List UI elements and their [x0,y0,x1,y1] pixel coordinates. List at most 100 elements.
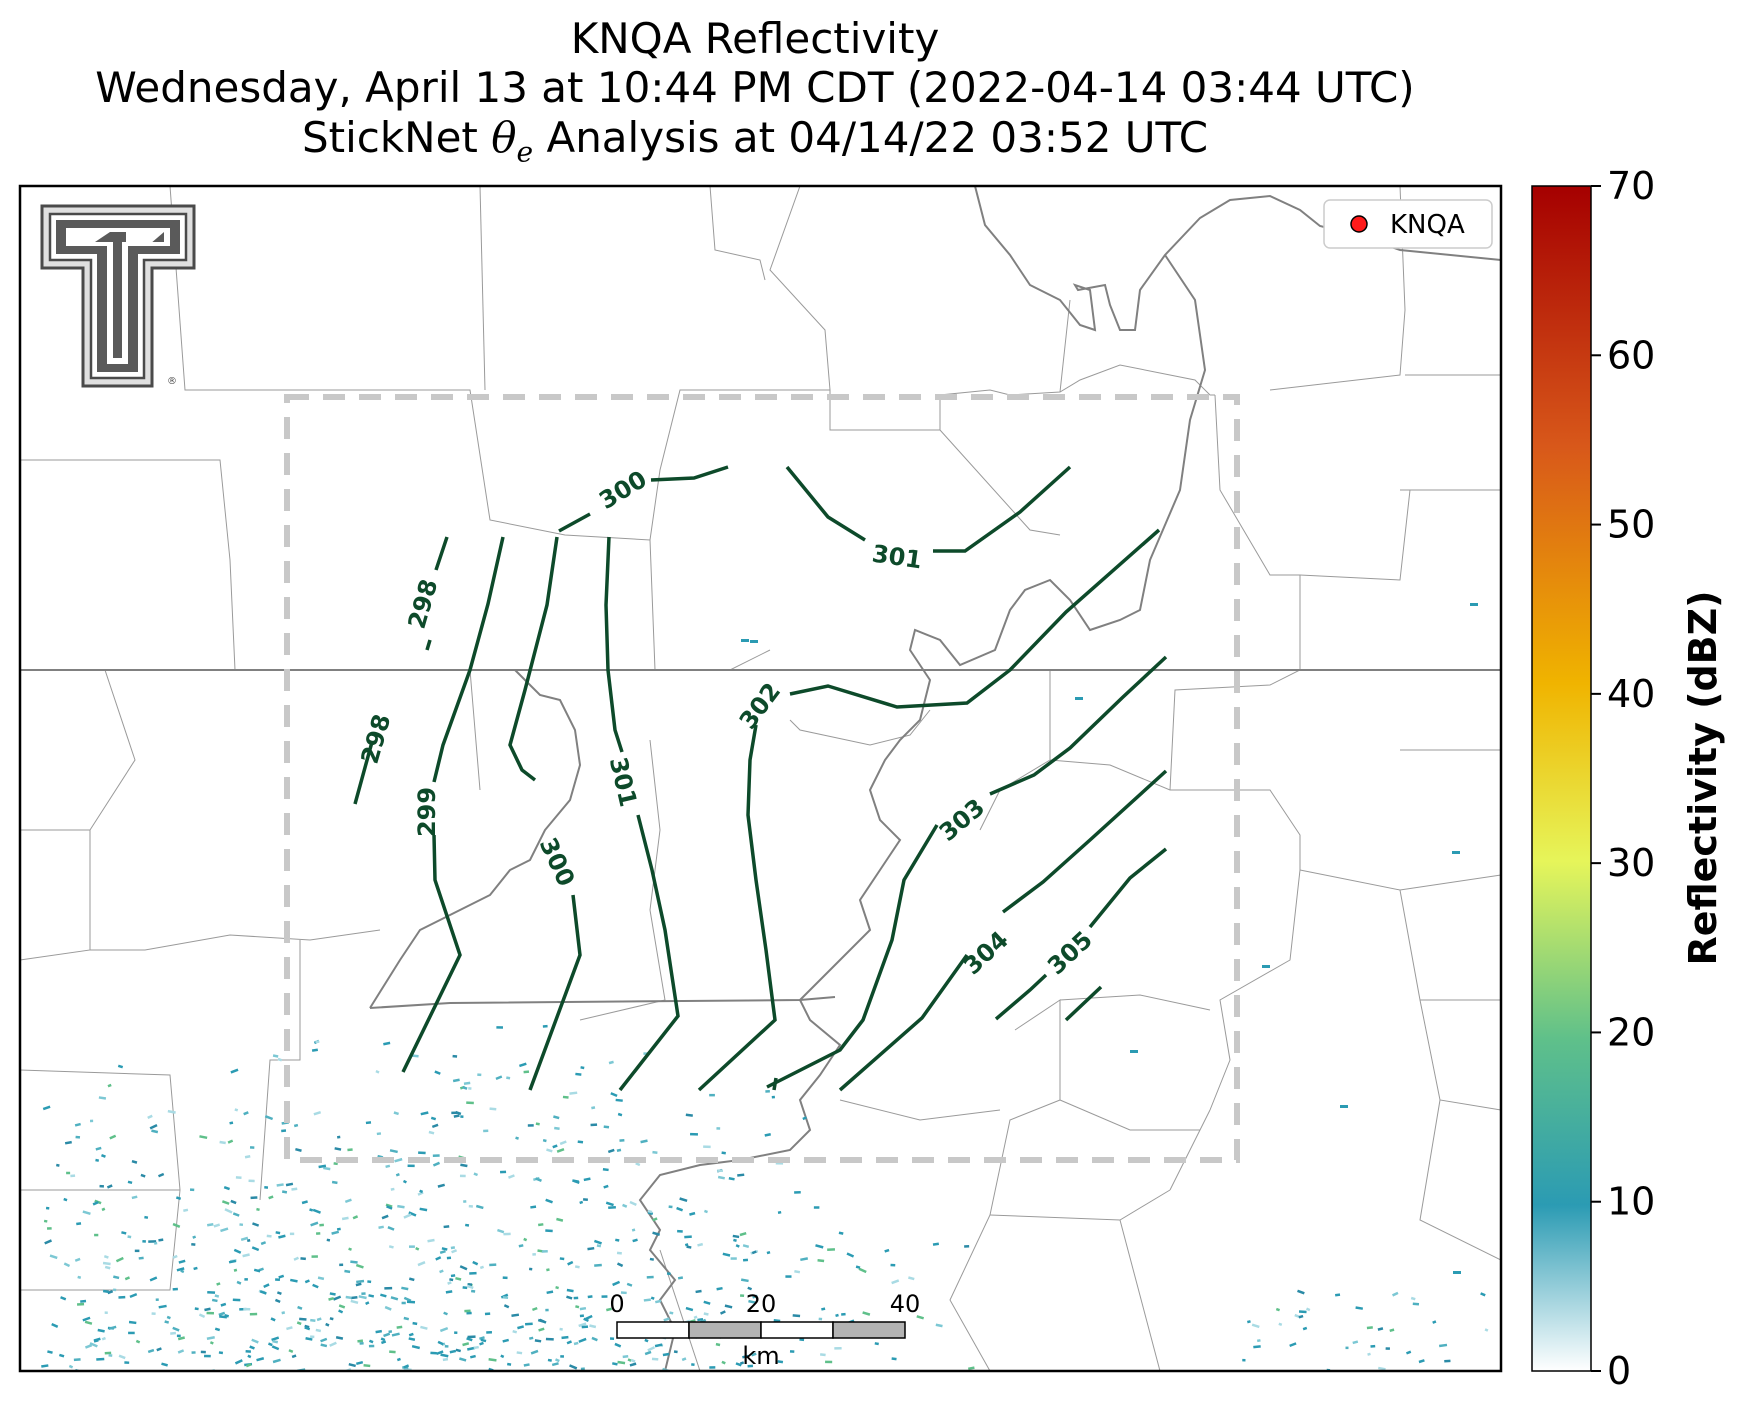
echo-pixel [281,1311,286,1315]
echo-pixel [583,1317,589,1322]
echo-pixel [177,1349,185,1354]
echo-pixel [409,1245,415,1248]
echo-pixel [555,1286,559,1290]
colorbar-gradient [1531,185,1592,1372]
legend-marker [1350,215,1368,233]
echo-pixel [654,1343,663,1348]
echo-pixel [245,1363,252,1368]
echo-pixel [451,1249,458,1254]
echo-pixel [503,1232,511,1236]
echo-pixel [204,1307,211,1312]
echo-pixel [107,1290,114,1295]
echo-pixel [417,1261,426,1267]
echo-pixel [158,1172,165,1178]
echo-pixel [721,1151,726,1155]
echo-pixel [1366,1326,1373,1330]
echo-pixel [668,1205,673,1209]
echo-pixel [620,1291,627,1295]
echo-pixel [82,1210,91,1215]
echo-pixel [619,1139,625,1142]
echo-pixel [319,1223,324,1227]
echo-pixel [44,1239,52,1245]
echo-pixel [99,1184,104,1188]
echo-pixel [355,1282,362,1287]
echo-pixel [534,1339,542,1343]
echo-pixel [1439,1343,1448,1348]
echo-pixel [968,1366,975,1371]
echo-pixel [436,1350,444,1356]
echo-pixel [484,1312,491,1316]
echo-pixel [74,1122,81,1127]
echo-pixel [552,1144,558,1149]
echo-pixel [92,1200,99,1206]
echo-pixel [644,1350,652,1356]
echo-pixel [104,1265,111,1270]
echo-pixel [689,1211,696,1216]
echo-pixel [127,1180,133,1185]
echo-pixel [70,1174,76,1178]
echo-pixel [291,1187,298,1191]
echo-pixel [1262,965,1270,968]
echo-pixel [547,1358,552,1362]
echo-pixel [467,1335,476,1339]
echo-pixel [339,1263,344,1267]
echo-pixel [388,1330,393,1334]
echo-pixel [515,1136,519,1140]
echo-pixel [380,1293,387,1298]
echo-pixel [383,1041,391,1046]
echo-pixel [503,1304,510,1309]
echo-pixel [1355,1306,1364,1310]
echo-pixel [310,1335,315,1339]
echo-pixel [1352,1340,1359,1345]
echo-pixel [684,1235,692,1239]
echo-pixel [477,1073,482,1077]
echo-pixel [228,1259,237,1264]
echo-pixel [268,1342,273,1347]
echo-pixel [500,1354,505,1359]
echo-pixel [827,1248,836,1251]
echo-pixel [488,1357,497,1362]
echo-pixel [378,1225,384,1229]
echo-pixel [717,1169,723,1173]
echo-pixel [361,1292,366,1295]
echo-pixel [358,1295,367,1300]
echo-pixel [74,1257,81,1262]
echo-pixel [109,1134,117,1140]
echo-pixel [530,1205,537,1209]
echo-pixel [412,1321,418,1326]
echo-pixel [602,1168,609,1172]
echo-pixel [140,1173,146,1178]
echo-pixel [703,1312,709,1316]
echo-pixel [751,1250,757,1255]
echo-pixel [1075,697,1083,700]
echo-pixel [293,1256,299,1261]
echo-pixel [357,1339,364,1343]
echo-pixel [161,1362,168,1367]
echo-pixel [108,1325,117,1331]
echo-pixel [630,1358,636,1363]
echo-pixel [1251,1323,1260,1329]
echo-pixel [151,1312,156,1315]
legend: KNQA [1323,199,1493,249]
echo-pixel [575,1072,582,1076]
echo-pixel [94,1233,99,1237]
echo-pixel [662,1352,670,1357]
echo-pixel [591,1336,598,1342]
echo-pixel [590,1123,598,1127]
echo-pixel [76,1222,82,1226]
echo-pixel [368,1344,375,1348]
echo-pixel [874,1342,879,1346]
echo-pixel [118,1354,126,1360]
echo-pixel [693,1315,698,1320]
echo-pixel [437,1183,446,1188]
echo-pixel [603,1125,610,1129]
echo-pixel [545,1337,554,1341]
scale-unit: km [742,1342,779,1370]
echo-pixel [234,1108,239,1112]
contour-line [401,834,462,1073]
echo-pixel [614,1342,622,1348]
echo-pixel [408,1211,417,1217]
echo-pixel [462,1086,468,1090]
echo-pixel [556,1217,564,1222]
echo-pixel [247,1238,251,1242]
